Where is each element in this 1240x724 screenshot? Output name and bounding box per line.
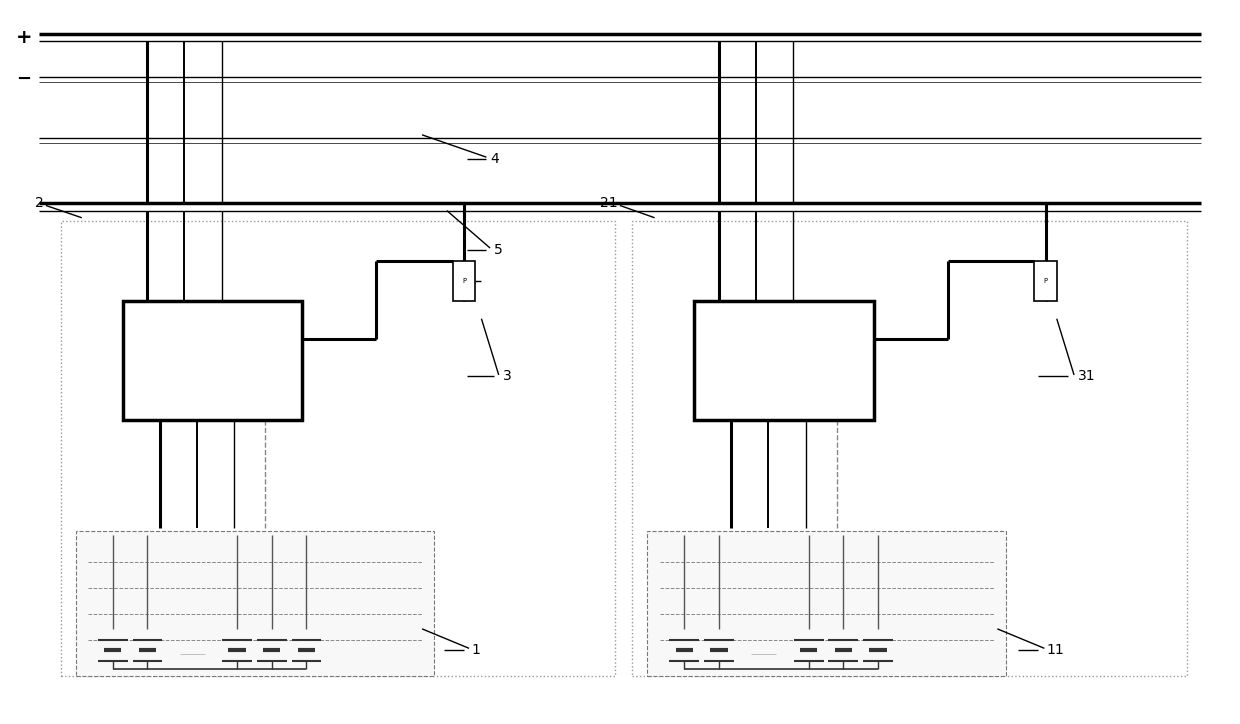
Text: 4: 4 bbox=[490, 151, 498, 166]
Bar bbox=[453, 261, 475, 300]
Text: 11: 11 bbox=[1047, 644, 1065, 657]
Text: 5: 5 bbox=[494, 243, 502, 257]
Bar bbox=[694, 300, 874, 420]
Bar bbox=[123, 300, 303, 420]
Text: 1: 1 bbox=[471, 644, 480, 657]
Text: P: P bbox=[1044, 278, 1048, 284]
Text: 2: 2 bbox=[35, 196, 43, 211]
Bar bbox=[61, 222, 615, 675]
Text: −: − bbox=[16, 70, 31, 88]
Text: +: + bbox=[15, 28, 32, 47]
Text: 3: 3 bbox=[502, 369, 511, 384]
Bar bbox=[632, 222, 1187, 675]
Text: P: P bbox=[463, 278, 466, 284]
Text: 31: 31 bbox=[1078, 369, 1095, 384]
Text: 21: 21 bbox=[600, 196, 618, 211]
Bar bbox=[1034, 261, 1056, 300]
Bar bbox=[647, 531, 1006, 675]
Bar bbox=[76, 531, 434, 675]
